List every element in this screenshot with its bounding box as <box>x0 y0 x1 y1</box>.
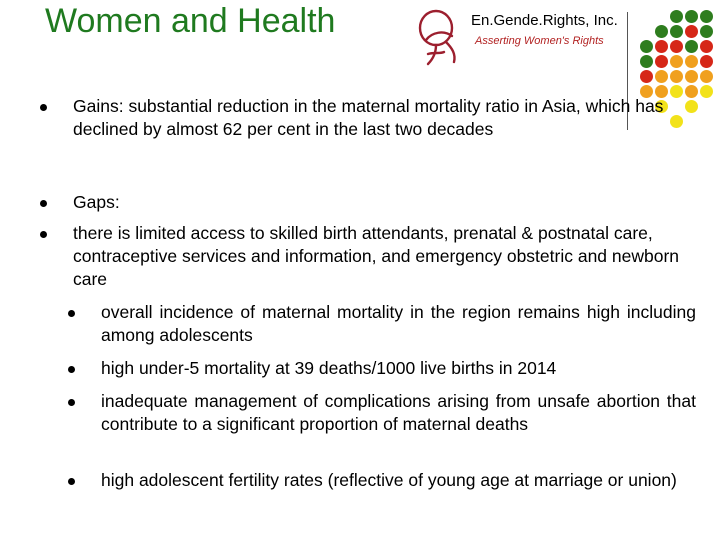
decorative-dot <box>700 55 713 68</box>
sub-bullet-item-maternal-mortality: overall incidence of maternal mortality … <box>68 301 696 347</box>
decorative-dot <box>700 70 713 83</box>
bullet-icon <box>68 478 75 485</box>
decorative-dot <box>700 40 713 53</box>
bullet-icon <box>40 104 47 111</box>
decorative-dot <box>655 100 668 113</box>
decorative-dot <box>655 55 668 68</box>
bullet-icon <box>40 231 47 238</box>
decorative-dot <box>700 85 713 98</box>
decorative-dot <box>700 10 713 23</box>
bullet-text: inadequate management of complications a… <box>101 391 696 434</box>
decorative-dot <box>685 55 698 68</box>
decorative-dot <box>655 40 668 53</box>
bullet-icon <box>40 200 47 207</box>
organization-tagline: Asserting Women's Rights <box>475 35 604 47</box>
header-divider <box>627 12 628 130</box>
sub-bullet-item-unsafe-abortion: inadequate management of complications a… <box>68 390 696 436</box>
bullet-text: high adolescent fertility rates (reflect… <box>101 470 677 490</box>
decorative-dot <box>640 85 653 98</box>
bullet-text: Gains: substantial reduction in the mate… <box>73 96 664 139</box>
decorative-dot <box>685 40 698 53</box>
decorative-dot <box>655 70 668 83</box>
decorative-dot <box>670 85 683 98</box>
decorative-dot <box>655 85 668 98</box>
decorative-dot <box>670 10 683 23</box>
bullet-icon <box>68 399 75 406</box>
decorative-dot <box>640 55 653 68</box>
decorative-dot <box>700 25 713 38</box>
decorative-dot <box>670 55 683 68</box>
sub-bullet-item-adolescent-fertility: high adolescent fertility rates (reflect… <box>68 469 696 492</box>
organization-name: En.Gende.Rights, Inc. <box>471 12 618 29</box>
bullet-icon <box>68 310 75 317</box>
bullet-text: overall incidence of maternal mortality … <box>101 302 696 345</box>
decorative-dot <box>685 25 698 38</box>
decorative-dot <box>640 40 653 53</box>
decorative-dot <box>655 25 668 38</box>
sub-bullet-item-under5-mortality: high under-5 mortality at 39 deaths/1000… <box>68 357 696 380</box>
bullet-icon <box>68 366 75 373</box>
decorative-dot <box>640 70 653 83</box>
organization-logo-icon <box>418 9 456 66</box>
decorative-dot <box>685 85 698 98</box>
decorative-dot <box>670 40 683 53</box>
decorative-dot <box>685 10 698 23</box>
decorative-dot <box>670 115 683 128</box>
decorative-dot <box>670 70 683 83</box>
bullet-item-limited-access: there is limited access to skilled birth… <box>40 222 698 291</box>
decorative-dot-grid <box>640 10 720 128</box>
bullet-text: there is limited access to skilled birth… <box>73 223 680 289</box>
bullet-item-gaps: Gaps: <box>40 191 698 214</box>
bullet-item-gains: Gains: substantial reduction in the mate… <box>40 95 698 141</box>
bullet-text: high under-5 mortality at 39 deaths/1000… <box>101 358 557 378</box>
page-title: Women and Health <box>45 2 336 40</box>
bullet-text: Gaps: <box>73 192 120 212</box>
decorative-dot <box>685 100 698 113</box>
decorative-dot <box>670 25 683 38</box>
decorative-dot <box>685 70 698 83</box>
